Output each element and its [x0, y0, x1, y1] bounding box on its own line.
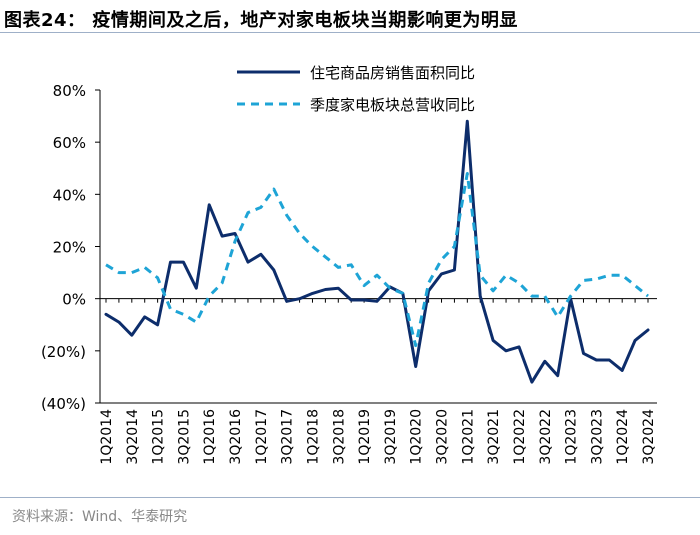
x-tick-label: 3Q2021: [486, 409, 502, 465]
x-tick-label: 1Q2021: [460, 409, 476, 465]
plot-frame: [99, 90, 657, 404]
legend-label: 住宅商品房销售面积同比: [310, 64, 475, 82]
source-note: 资料来源：Wind、华泰研究: [12, 509, 188, 525]
y-tick-label: (20%): [41, 343, 86, 361]
x-tick-label: 3Q2016: [228, 409, 244, 465]
y-tick-label: 0%: [62, 291, 86, 309]
x-tick-label: 3Q2015: [176, 409, 192, 465]
chart-title: 图表24： 疫情期间及之后，地产对家电板块当期影响更为明显: [4, 10, 518, 31]
x-tick-label: 1Q2022: [512, 409, 528, 465]
y-tick-label: 80%: [53, 82, 86, 100]
x-tick-label: 1Q2020: [409, 409, 425, 465]
x-tick-label: 1Q2018: [305, 409, 321, 465]
x-tick-label: 1Q2024: [615, 409, 631, 465]
x-tick-label: 3Q2017: [280, 409, 296, 465]
series-line-residential-sales: [104, 119, 650, 384]
x-tick-label: 3Q2020: [435, 409, 451, 465]
y-tick-label: (40%): [41, 395, 86, 413]
y-tick-label: 60%: [53, 134, 86, 152]
x-tick-label: 1Q2023: [564, 409, 580, 465]
x-tick-label: 1Q2015: [151, 409, 167, 465]
legend-label: 季度家电板块总营收同比: [310, 96, 475, 114]
x-tick-label: 3Q2023: [589, 409, 605, 465]
series-line-appliance-revenue: [105, 172, 649, 348]
series-layer: [104, 119, 650, 384]
x-tick-label: 1Q2019: [357, 409, 373, 465]
x-tick-label: 3Q2019: [383, 409, 399, 465]
x-tick-label: 3Q2022: [538, 409, 554, 465]
x-tick-label: 1Q2016: [202, 409, 218, 465]
x-tick-label: 1Q2014: [99, 409, 115, 465]
footer-divider: [0, 497, 700, 498]
title-divider: [0, 32, 700, 33]
y-axis: (40%) (20%) 0% 20% 40% 60% 80%: [41, 82, 100, 413]
y-tick-label: 20%: [53, 239, 86, 257]
y-tick-label: 40%: [53, 186, 86, 204]
x-tick-label: 3Q2014: [125, 409, 141, 465]
x-tick-label: 3Q2024: [641, 409, 657, 465]
x-tick-label: 1Q2017: [254, 409, 270, 465]
x-axis: 1Q2014 3Q2014 1Q2015 3Q2015 1Q2016 3Q2016 1Q20…: [99, 298, 657, 465]
x-tick-label: 3Q2018: [331, 409, 347, 465]
